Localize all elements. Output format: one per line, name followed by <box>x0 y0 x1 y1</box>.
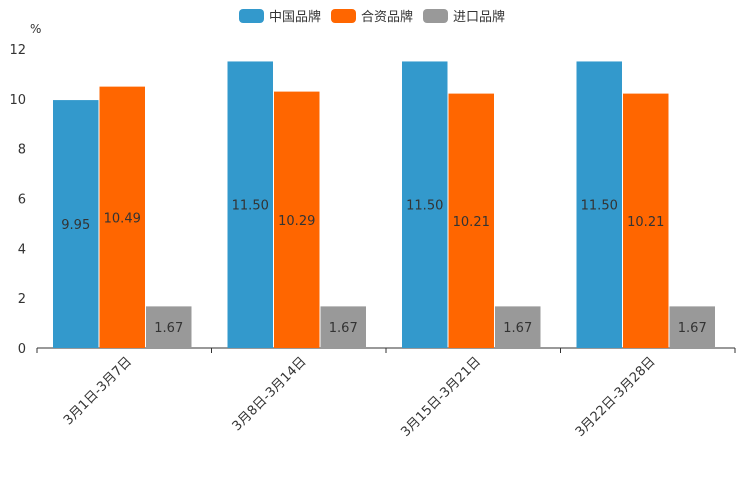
y-tick-label: 4 <box>18 242 26 257</box>
category-label-3: 3月22日-3月28日 <box>573 354 659 440</box>
bar-1-1 <box>274 91 320 349</box>
bar-1-2 <box>320 306 366 348</box>
bar-0-2 <box>146 306 192 348</box>
bar-2-0 <box>402 61 448 348</box>
bar-label-3-2: 1.67 <box>678 321 707 336</box>
bar-label-3-0: 11.50 <box>581 199 618 214</box>
bar-0-1 <box>99 86 145 348</box>
bar-label-2-2: 1.67 <box>503 321 532 336</box>
bar-2-2 <box>495 306 541 348</box>
legend-item-import[interactable]: 进口品牌 <box>423 6 505 25</box>
legend-swatch-jv <box>330 8 356 23</box>
bar-label-0-0: 9.95 <box>61 218 90 233</box>
legend-label-import: 进口品牌 <box>453 10 506 25</box>
y-tick-label: 0 <box>18 342 26 357</box>
bar-label-0-2: 1.67 <box>154 321 183 336</box>
legend-swatch-import <box>423 8 448 23</box>
bar-label-2-0: 11.50 <box>406 199 443 214</box>
bar-label-1-0: 11.50 <box>232 199 269 214</box>
bar-2-1 <box>448 93 494 348</box>
category-label-0: 3月1日-3月7日 <box>61 354 135 428</box>
legend: 中国品牌 合资品牌 进口品牌 <box>0 6 744 25</box>
y-tick-label: 12 <box>9 43 26 58</box>
bar-label-2-1: 10.21 <box>453 215 490 230</box>
y-tick-label: 8 <box>18 143 26 158</box>
y-tick-label: 6 <box>18 193 26 208</box>
legend-item-china[interactable]: 中国品牌 <box>238 6 321 25</box>
bar-label-0-1: 10.49 <box>104 211 141 226</box>
y-tick-label: 10 <box>9 93 26 108</box>
category-label-1: 3月8日-3月14日 <box>230 354 310 434</box>
legend-swatch-china <box>238 8 264 23</box>
bar-3-2 <box>669 306 715 348</box>
bar-label-1-2: 1.67 <box>329 321 358 336</box>
bar-3-0 <box>576 61 622 348</box>
bar-0-0 <box>53 100 99 349</box>
bar-label-3-1: 10.21 <box>627 215 664 230</box>
y-tick-label: 2 <box>18 292 26 307</box>
bar-label-1-1: 10.29 <box>278 214 315 229</box>
y-axis-unit: % <box>30 22 42 36</box>
category-label-2: 3月15日-3月21日 <box>398 354 484 440</box>
bar-1-0 <box>227 61 273 348</box>
legend-item-jv[interactable]: 合资品牌 <box>330 6 413 25</box>
legend-label-china: 中国品牌 <box>268 10 321 25</box>
bar-3-1 <box>623 93 669 348</box>
legend-label-jv: 合资品牌 <box>360 10 413 25</box>
